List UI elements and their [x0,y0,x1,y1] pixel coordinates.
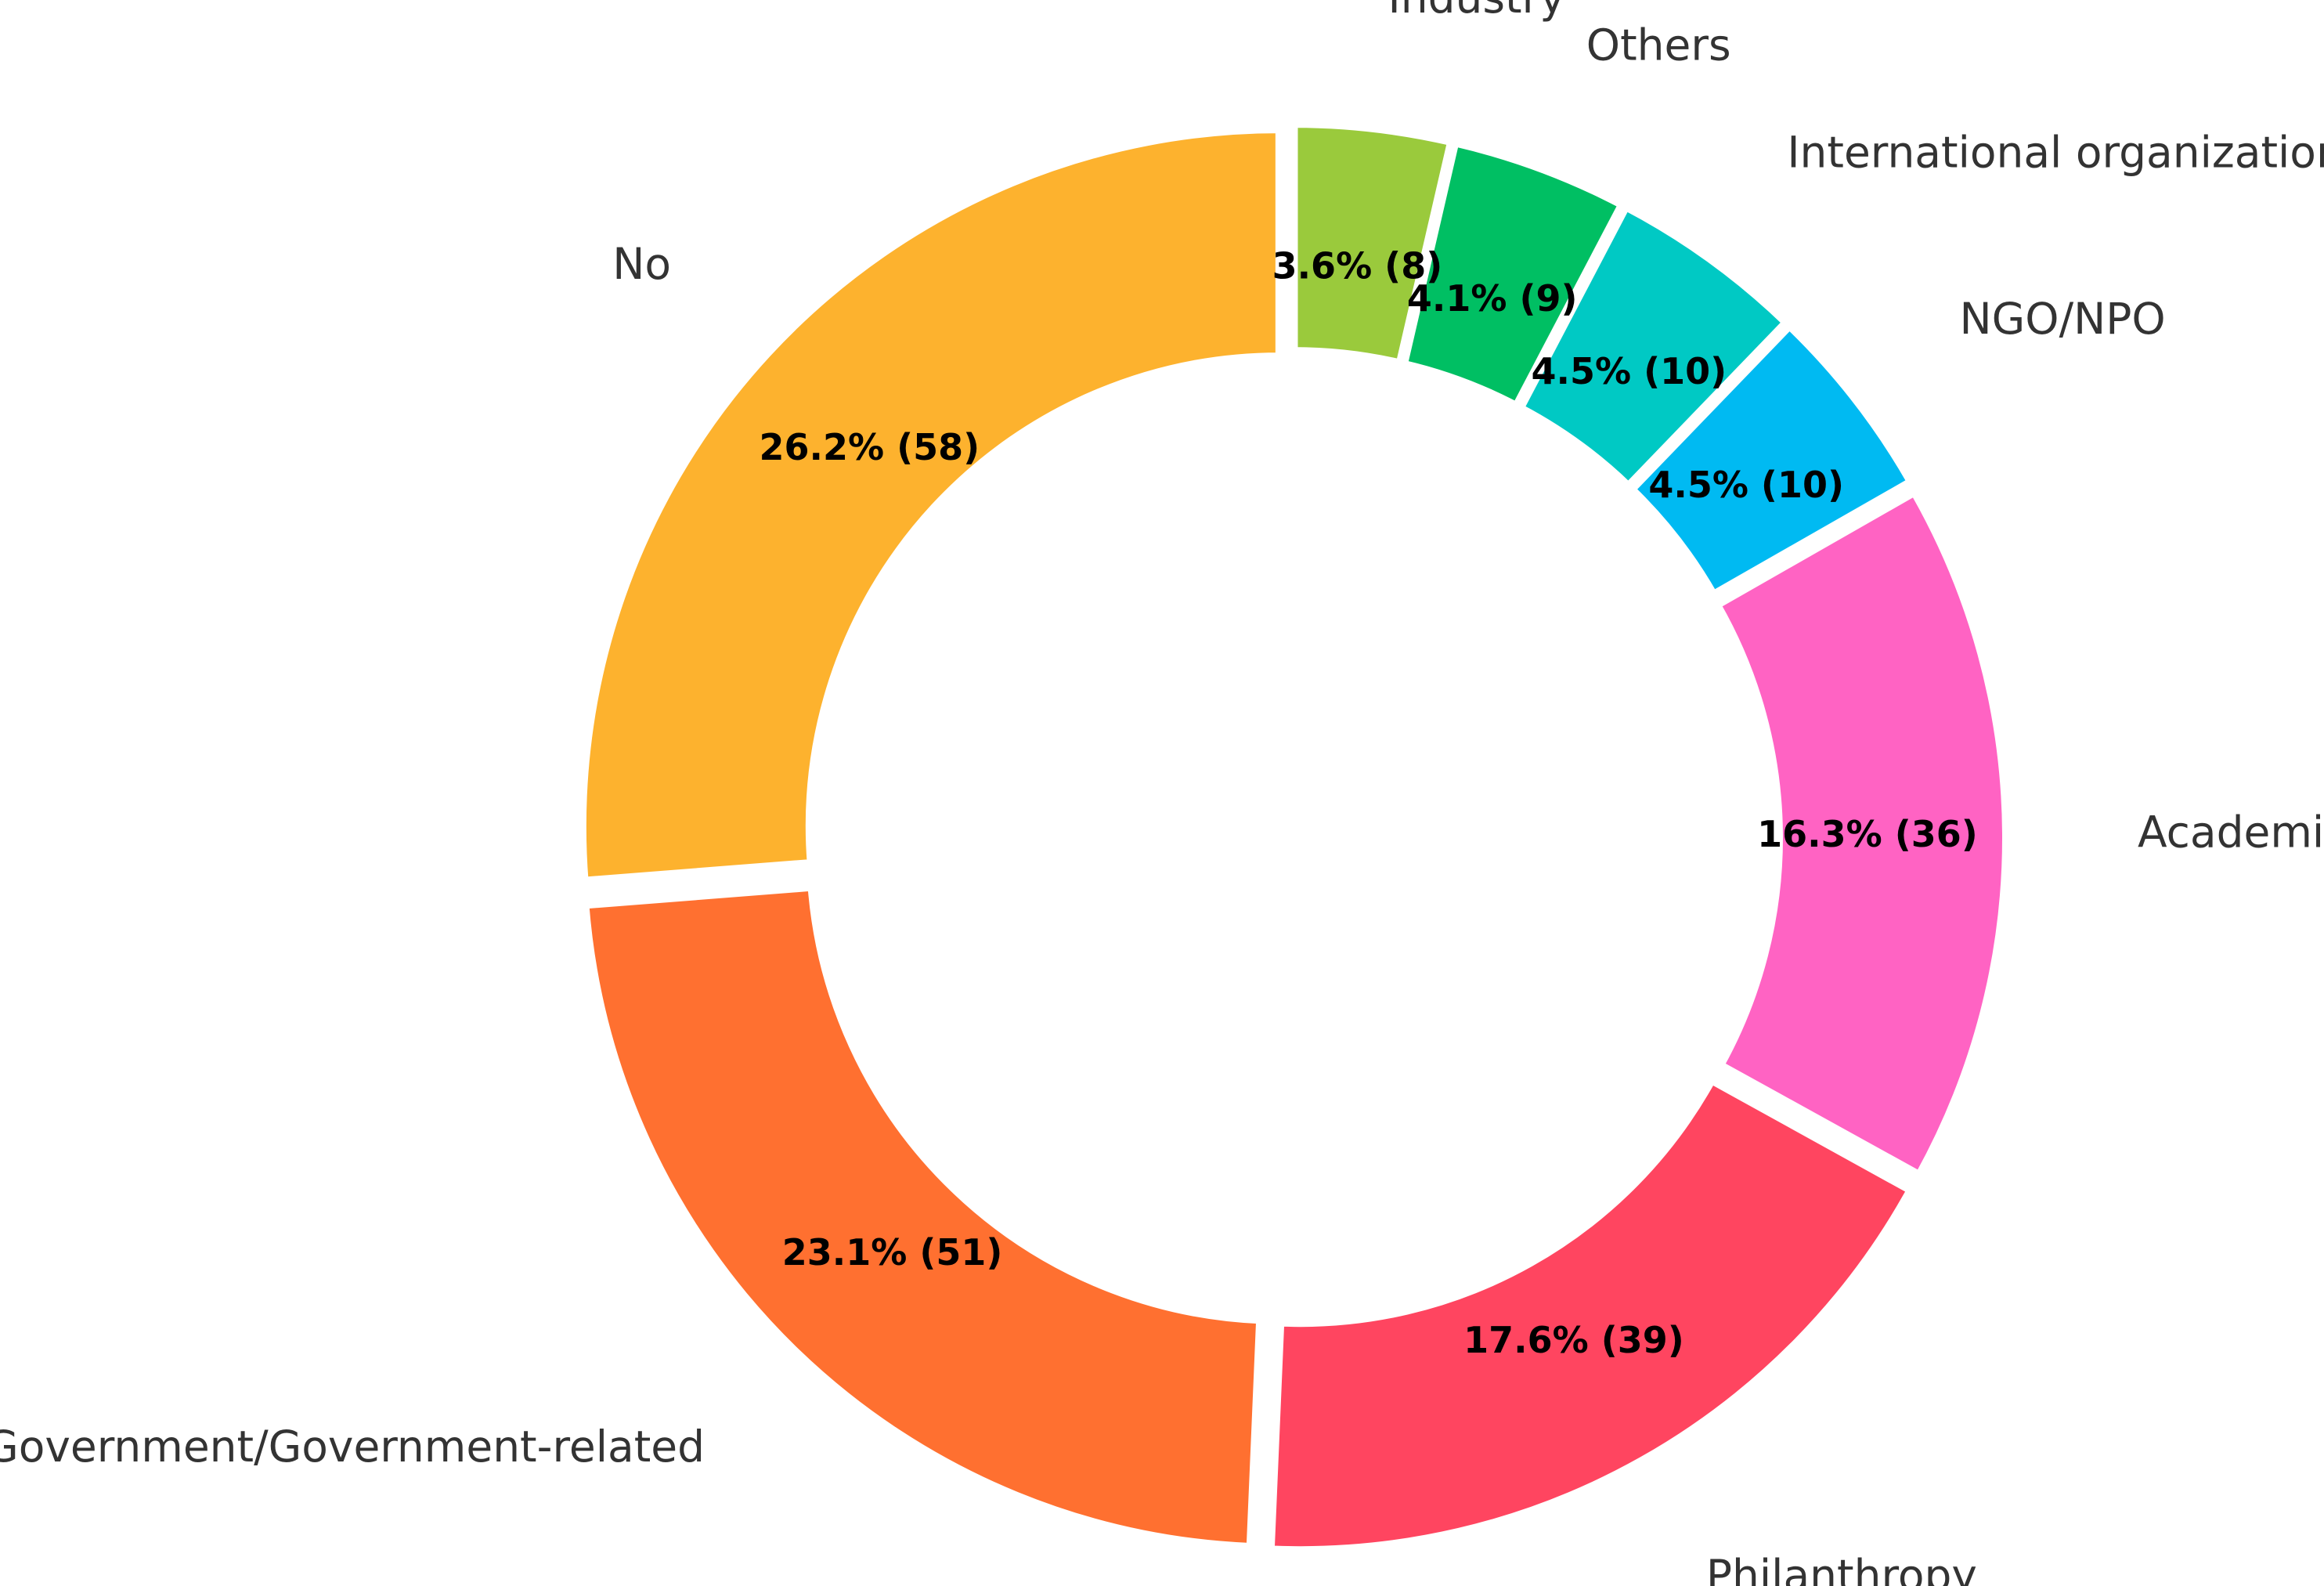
percent-label-industry: 3.6% (8) [1272,245,1443,287]
slice-international-organization [1516,203,1790,490]
category-label-others: Others [1586,20,1731,70]
category-label-government-government-related: Government/Government-related [0,1422,705,1472]
percent-labels: 3.6% (8)4.1% (9) 4.5% (10) 4.5% (10) 16.3% … [760,245,1978,1361]
category-label-philanthropy: Philanthropy [1706,1551,1977,1586]
category-label-academia: Academia [2138,807,2324,857]
category-label-international-organization: International organization [1787,127,2324,177]
slice-government-government-related [581,883,1265,1552]
slice-no [578,125,1283,885]
slice-academia [1713,488,2010,1180]
percent-label-no: 26.2% (58) [760,426,980,468]
category-label-no: No [612,239,671,289]
slice-others [1399,139,1626,410]
donut-slices [578,120,2010,1555]
percent-label-international-organization: 4.5% (10) [1532,350,1727,392]
category-label-ngo-npo: NGO/NPO [1960,294,2166,344]
percent-label-philanthropy: 17.6% (39) [1463,1319,1684,1361]
slice-ngo-npo [1628,322,1915,598]
slice-industry [1290,120,1456,367]
percent-label-ngo-npo: 4.5% (10) [1648,464,1844,506]
percent-label-others: 4.1% (9) [1407,277,1578,320]
percent-label-government-government-related: 23.1% (51) [782,1231,1003,1273]
slice-philanthropy [1266,1076,1914,1555]
percent-label-academia: 16.3% (36) [1757,813,1978,855]
category-label-industry: Industry [1388,0,1565,23]
